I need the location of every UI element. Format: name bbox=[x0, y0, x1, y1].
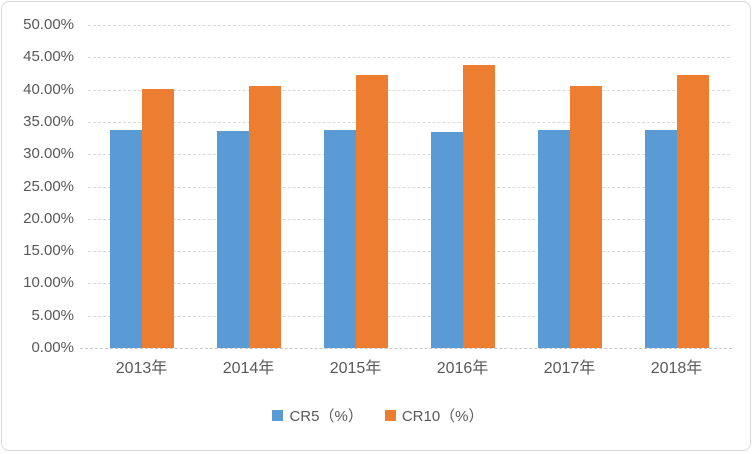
bar-group-2013年 bbox=[88, 25, 195, 348]
x-axis-tick-label: 2017年 bbox=[543, 360, 596, 377]
x-axis: 2013年 2014年 2015年 2016年 2017年 2018年 bbox=[88, 357, 730, 383]
gridline bbox=[88, 186, 730, 188]
bar-group-2018年 bbox=[623, 25, 730, 348]
legend-item: CR10（%） bbox=[384, 405, 484, 426]
x-axis-tick-label: 2015年 bbox=[329, 360, 382, 377]
bar-cr5-2017年 bbox=[537, 130, 570, 348]
y-axis-tick-label: 10.00% bbox=[23, 274, 74, 292]
bar-cr10-2017年 bbox=[569, 86, 602, 348]
x-axis-tick-label: 2014年 bbox=[222, 360, 275, 377]
y-axis-tick-label: 35.00% bbox=[23, 112, 74, 130]
bar-cr5-2018年 bbox=[644, 130, 677, 348]
bar-cr10-2015年 bbox=[355, 74, 388, 348]
y-axis-tick-label: 5.00% bbox=[31, 306, 74, 324]
y-axis-tick-label: 50.00% bbox=[23, 16, 74, 33]
legend-label: CR5（%） bbox=[289, 407, 363, 425]
y-axis-tick-label: 40.00% bbox=[23, 80, 74, 98]
y-axis-tick-label: 30.00% bbox=[23, 145, 74, 163]
gridline bbox=[88, 251, 730, 253]
plot-area bbox=[88, 25, 730, 348]
bar-cr10-2018年 bbox=[676, 75, 709, 348]
bar-group-2015年 bbox=[302, 25, 409, 348]
y-axis-tick-label: 0.00% bbox=[31, 339, 74, 356]
bar-group-2016年 bbox=[409, 25, 516, 348]
y-axis-tick-label: 20.00% bbox=[23, 209, 74, 227]
bar-cr5-2016年 bbox=[430, 131, 463, 348]
bar-group-2014年 bbox=[195, 25, 302, 348]
legend-swatch-icon bbox=[384, 409, 396, 421]
x-axis-line bbox=[80, 348, 732, 349]
gridline bbox=[88, 154, 730, 156]
gridline bbox=[88, 57, 730, 59]
gridline bbox=[88, 121, 730, 123]
x-axis-tick-label: 2016年 bbox=[436, 360, 489, 377]
bar-cr5-2013年 bbox=[109, 130, 142, 348]
x-axis-tick-label: 2018年 bbox=[650, 360, 703, 377]
gridline bbox=[88, 25, 730, 26]
gridline bbox=[88, 218, 730, 220]
legend-item: CR5（%） bbox=[272, 405, 363, 426]
legend-label: CR10（%） bbox=[401, 407, 484, 425]
legend: CR5（%） CR10（%） bbox=[2, 402, 752, 428]
y-axis: 50.00% 45.00% 40.00% 35.00% 30.00% 25.00% 20.0… bbox=[2, 2, 74, 454]
bar-group-2017年 bbox=[516, 25, 623, 348]
bar-cr10-2014年 bbox=[248, 86, 281, 348]
bar-cr10-2013年 bbox=[141, 88, 174, 348]
bar-cr5-2014年 bbox=[216, 130, 249, 348]
y-axis-tick-label: 45.00% bbox=[23, 48, 74, 66]
y-axis-tick-label: 25.00% bbox=[23, 177, 74, 195]
y-axis-tick-label: 15.00% bbox=[23, 242, 74, 260]
bar-cr5-2015年 bbox=[323, 129, 356, 348]
bar-cr10-2016年 bbox=[462, 65, 495, 348]
gridline bbox=[88, 89, 730, 91]
x-axis-tick-label: 2013年 bbox=[115, 360, 168, 377]
gridline bbox=[88, 283, 730, 285]
legend-swatch-icon bbox=[272, 409, 284, 421]
gridline bbox=[88, 315, 730, 317]
